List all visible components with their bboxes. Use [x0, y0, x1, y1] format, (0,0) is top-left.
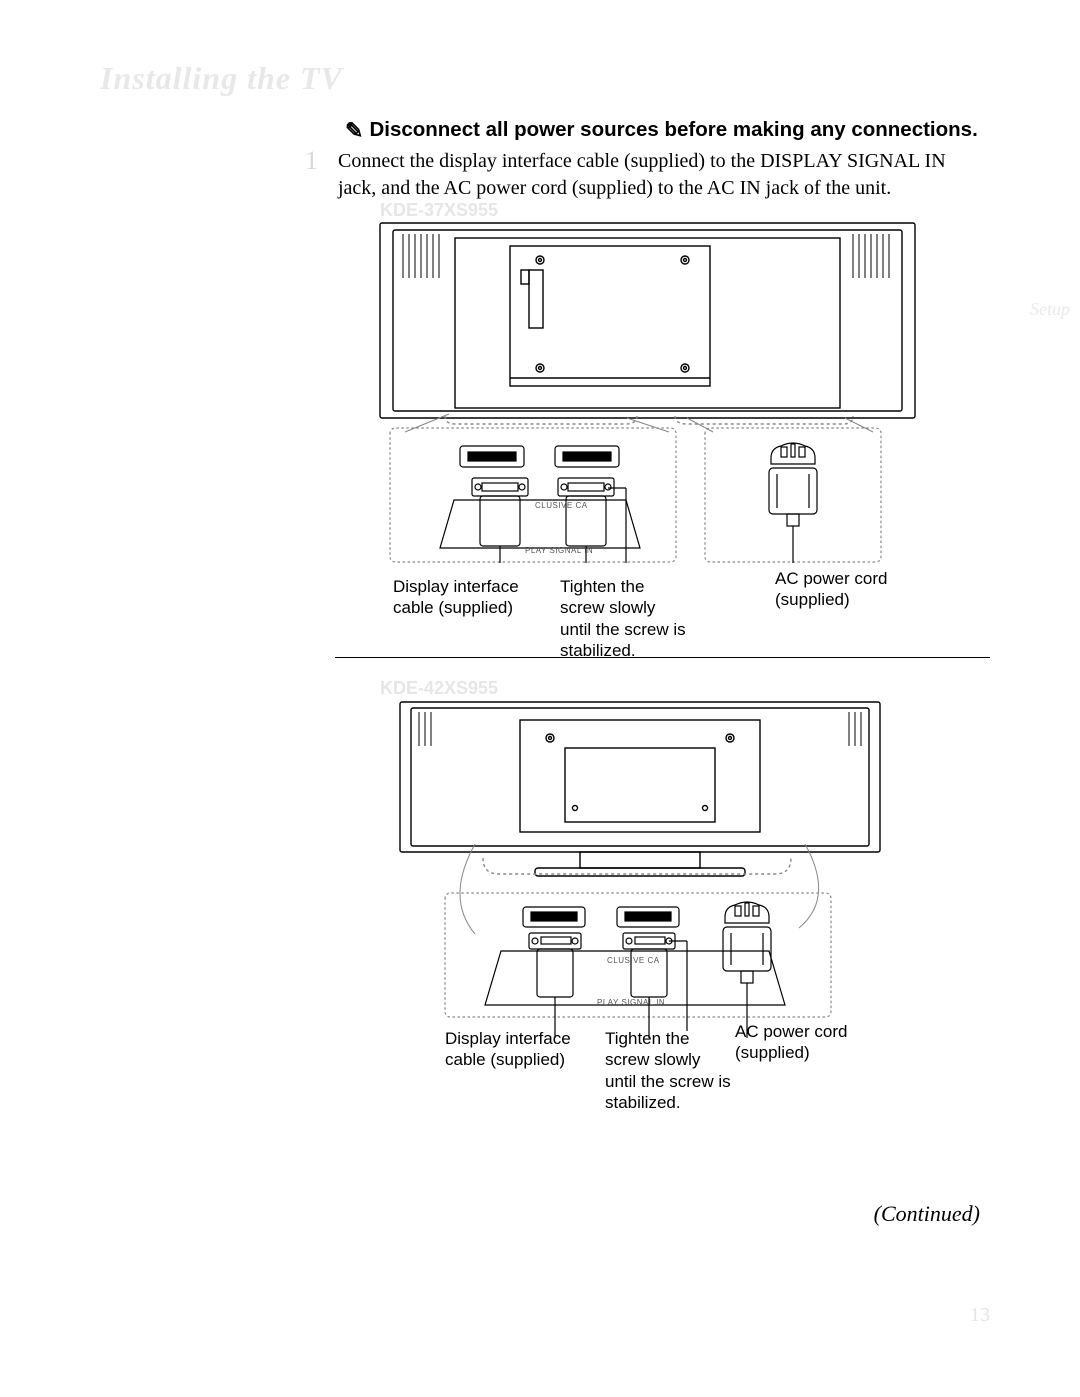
caption-display-cable-2: Display interface cable (supplied): [445, 1028, 595, 1071]
port-label-exclusive-1: CLUSIVE CA: [535, 501, 588, 510]
step-number: 1: [305, 146, 318, 176]
figure2-model-label: KDE-42XS955: [380, 678, 498, 699]
warning-text: Disconnect all power sources before maki…: [369, 118, 977, 141]
warning-line: ✎ Disconnect all power sources before mak…: [345, 118, 980, 144]
note-pen-icon: ✎: [345, 118, 363, 144]
continued-label: (Continued): [874, 1201, 980, 1227]
port-label-exclusive-2: CLUSIVE CA: [607, 956, 660, 965]
port-label-signal-2: PLAY SIGNAL IN: [597, 998, 665, 1007]
caption-ac-cord-2: AC power cord (supplied): [735, 1021, 885, 1064]
page-ghost-heading: Installing the TV: [100, 60, 343, 97]
side-ghost-tab: Setup: [1030, 300, 1050, 320]
caption-ac-cord-1: AC power cord (supplied): [775, 568, 925, 611]
manual-page: Installing the TV Setup ✎ Disconnect all …: [0, 0, 1080, 1397]
caption-tighten-2: Tighten the screw slowly until the screw…: [605, 1028, 735, 1113]
caption-display-cable-1: Display interface cable (supplied): [393, 576, 543, 619]
figure-1: CLUSIVE CA PLAY SIGNAL IN Display interf…: [375, 218, 935, 563]
page-number: 13: [970, 1304, 990, 1327]
figure1-svg: [375, 218, 935, 563]
caption-tighten-1: Tighten the screw slowly until the screw…: [560, 576, 690, 661]
figure-2: CLUSIVE CA PLAY SIGNAL IN Display interf…: [375, 698, 935, 1038]
port-label-signal-1: PLAY SIGNAL IN: [525, 546, 593, 555]
figure2-svg: [375, 698, 935, 1038]
section-divider: [335, 657, 990, 658]
step-text: Connect the display interface cable (sup…: [338, 148, 980, 202]
